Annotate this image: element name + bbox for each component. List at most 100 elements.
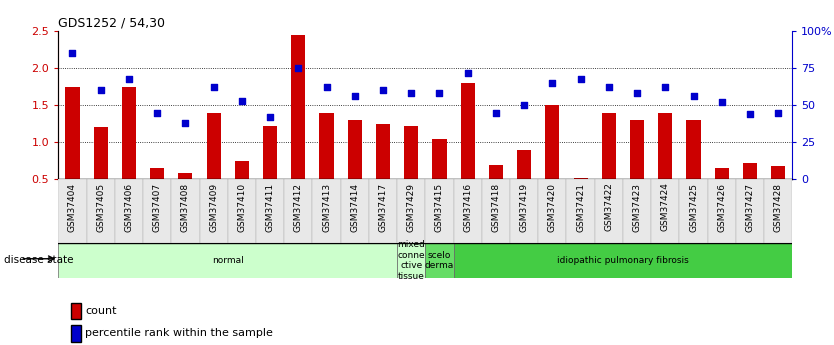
Bar	[574, 178, 588, 179]
Point	[292, 66, 305, 71]
Point	[320, 85, 334, 90]
Bar	[743, 163, 757, 179]
Bar	[715, 168, 729, 179]
Point	[404, 91, 418, 96]
Text: mixed
conne
ctive
tissue: mixed conne ctive tissue	[397, 240, 425, 280]
Point	[376, 88, 389, 93]
Point	[631, 91, 644, 96]
Bar	[115, 179, 143, 243]
Text: GSM37427: GSM37427	[746, 183, 755, 231]
Bar	[482, 179, 510, 243]
Text: GSM37405: GSM37405	[96, 183, 105, 232]
Text: GSM37408: GSM37408	[181, 183, 190, 232]
Point	[178, 120, 192, 126]
Bar	[87, 179, 115, 243]
Point	[235, 98, 249, 104]
Bar	[369, 179, 397, 243]
Bar	[686, 120, 701, 179]
Bar	[460, 83, 475, 179]
Point	[150, 110, 163, 116]
Bar	[65, 87, 79, 179]
Bar	[348, 120, 362, 179]
Bar	[256, 179, 284, 243]
Bar	[404, 126, 419, 179]
Bar	[454, 243, 792, 278]
Point	[66, 50, 79, 56]
Text: GSM37415: GSM37415	[435, 183, 444, 232]
Bar	[319, 112, 334, 179]
Text: GSM37411: GSM37411	[265, 183, 274, 232]
Text: normal: normal	[212, 256, 244, 265]
Bar	[263, 126, 277, 179]
Bar	[397, 243, 425, 278]
Bar	[199, 179, 228, 243]
Bar	[284, 179, 313, 243]
Bar	[235, 161, 249, 179]
Bar	[538, 179, 566, 243]
Point	[461, 70, 475, 75]
Point	[687, 93, 701, 99]
Bar	[313, 179, 340, 243]
Text: scelo
derma: scelo derma	[425, 251, 454, 270]
Bar	[602, 112, 615, 179]
Bar	[489, 165, 503, 179]
Point	[348, 93, 361, 99]
Bar	[58, 243, 397, 278]
Bar	[171, 179, 199, 243]
Bar	[651, 179, 680, 243]
Bar	[397, 179, 425, 243]
Text: GSM37425: GSM37425	[689, 183, 698, 231]
Bar	[630, 120, 644, 179]
Point	[264, 114, 277, 120]
Point	[517, 102, 530, 108]
Text: GSM37410: GSM37410	[238, 183, 246, 232]
Text: GSM37406: GSM37406	[124, 183, 133, 232]
Text: GSM37424: GSM37424	[661, 183, 670, 231]
Text: idiopathic pulmonary fibrosis: idiopathic pulmonary fibrosis	[557, 256, 689, 265]
Point	[602, 85, 615, 90]
Bar	[207, 112, 221, 179]
Bar	[566, 179, 595, 243]
Text: GSM37418: GSM37418	[491, 183, 500, 232]
Point	[94, 88, 108, 93]
Point	[207, 85, 220, 90]
Text: GSM37423: GSM37423	[632, 183, 641, 231]
Text: GSM37429: GSM37429	[407, 183, 415, 231]
Point	[771, 110, 785, 116]
Text: GSM37413: GSM37413	[322, 183, 331, 232]
Text: GSM37407: GSM37407	[153, 183, 162, 232]
Text: percentile rank within the sample: percentile rank within the sample	[85, 328, 273, 338]
Text: GSM37409: GSM37409	[209, 183, 219, 232]
Text: GSM37419: GSM37419	[520, 183, 529, 232]
Text: GSM37404: GSM37404	[68, 183, 77, 231]
Bar	[764, 179, 792, 243]
Bar	[510, 179, 538, 243]
Bar	[93, 128, 108, 179]
Bar	[143, 179, 171, 243]
Point	[123, 76, 136, 81]
Text: GSM37414: GSM37414	[350, 183, 359, 231]
Bar	[340, 179, 369, 243]
Bar	[376, 124, 390, 179]
Text: GSM37412: GSM37412	[294, 183, 303, 231]
Text: disease state: disease state	[4, 256, 73, 265]
Bar	[545, 105, 560, 179]
Bar	[454, 179, 482, 243]
Point	[715, 99, 728, 105]
Text: GSM37420: GSM37420	[548, 183, 557, 231]
Bar	[771, 166, 786, 179]
Bar	[150, 168, 164, 179]
Text: GSM37417: GSM37417	[379, 183, 388, 232]
Text: GSM37416: GSM37416	[463, 183, 472, 232]
Point	[574, 76, 587, 81]
Text: GSM37428: GSM37428	[774, 183, 782, 231]
Bar	[707, 179, 736, 243]
Point	[545, 80, 559, 86]
Text: GDS1252 / 54,30: GDS1252 / 54,30	[58, 17, 165, 30]
Bar	[291, 35, 305, 179]
Bar	[425, 179, 454, 243]
Point	[659, 85, 672, 90]
Bar	[680, 179, 707, 243]
Bar	[58, 179, 87, 243]
Bar	[178, 174, 193, 179]
